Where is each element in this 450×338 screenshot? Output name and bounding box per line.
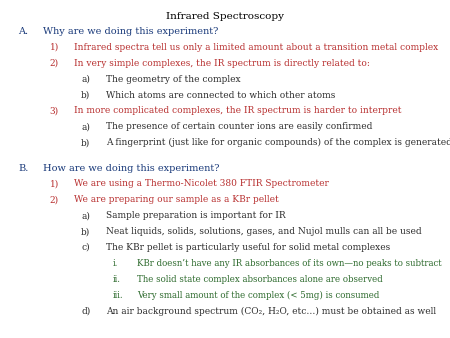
Text: 3): 3): [50, 106, 58, 116]
Text: ii.: ii.: [112, 275, 121, 284]
Text: The solid state complex absorbances alone are observed: The solid state complex absorbances alon…: [137, 275, 383, 284]
Text: Infrared spectra tell us only a limited amount about a transition metal complex: Infrared spectra tell us only a limited …: [74, 43, 438, 52]
Text: Neat liquids, solids, solutions, gases, and Nujol mulls can all be used: Neat liquids, solids, solutions, gases, …: [106, 227, 421, 236]
Text: B.: B.: [18, 164, 28, 173]
Text: A fingerprint (just like for organic compounds) of the complex is generated: A fingerprint (just like for organic com…: [106, 138, 450, 147]
Text: a): a): [81, 122, 90, 131]
Text: b): b): [81, 227, 90, 236]
Text: KBr doesn’t have any IR absorbances of its own—no peaks to subtract: KBr doesn’t have any IR absorbances of i…: [137, 259, 442, 268]
Text: 2): 2): [50, 59, 58, 68]
Text: In very simple complexes, the IR spectrum is directly related to:: In very simple complexes, the IR spectru…: [74, 59, 370, 68]
Text: i.: i.: [112, 259, 118, 268]
Text: The geometry of the complex: The geometry of the complex: [106, 75, 240, 84]
Text: 2): 2): [50, 195, 58, 204]
Text: iii.: iii.: [112, 291, 123, 300]
Text: b): b): [81, 138, 90, 147]
Text: d): d): [81, 307, 90, 316]
Text: Sample preparation is important for IR: Sample preparation is important for IR: [106, 211, 285, 220]
Text: An air background spectrum (CO₂, H₂O, etc…) must be obtained as well: An air background spectrum (CO₂, H₂O, et…: [106, 307, 436, 316]
Text: c): c): [81, 243, 90, 252]
Text: b): b): [81, 91, 90, 100]
Text: Why are we doing this experiment?: Why are we doing this experiment?: [43, 27, 218, 36]
Text: We are using a Thermo-Nicolet 380 FTIR Spectrometer: We are using a Thermo-Nicolet 380 FTIR S…: [74, 179, 329, 189]
Text: The KBr pellet is particularly useful for solid metal complexes: The KBr pellet is particularly useful fo…: [106, 243, 390, 252]
Text: 1): 1): [50, 179, 59, 189]
Text: We are preparing our sample as a KBr pellet: We are preparing our sample as a KBr pel…: [74, 195, 279, 204]
Text: How are we doing this experiment?: How are we doing this experiment?: [43, 164, 219, 173]
Text: In more complicated complexes, the IR spectrum is harder to interpret: In more complicated complexes, the IR sp…: [74, 106, 402, 116]
Text: Very small amount of the complex (< 5mg) is consumed: Very small amount of the complex (< 5mg)…: [137, 291, 380, 300]
Text: a): a): [81, 75, 90, 84]
Text: 1): 1): [50, 43, 59, 52]
Text: A.: A.: [18, 27, 28, 36]
Text: Infrared Spectroscopy: Infrared Spectroscopy: [166, 12, 284, 21]
Text: The presence of certain counter ions are easily confirmed: The presence of certain counter ions are…: [106, 122, 372, 131]
Text: a): a): [81, 211, 90, 220]
Text: Which atoms are connected to which other atoms: Which atoms are connected to which other…: [106, 91, 335, 100]
